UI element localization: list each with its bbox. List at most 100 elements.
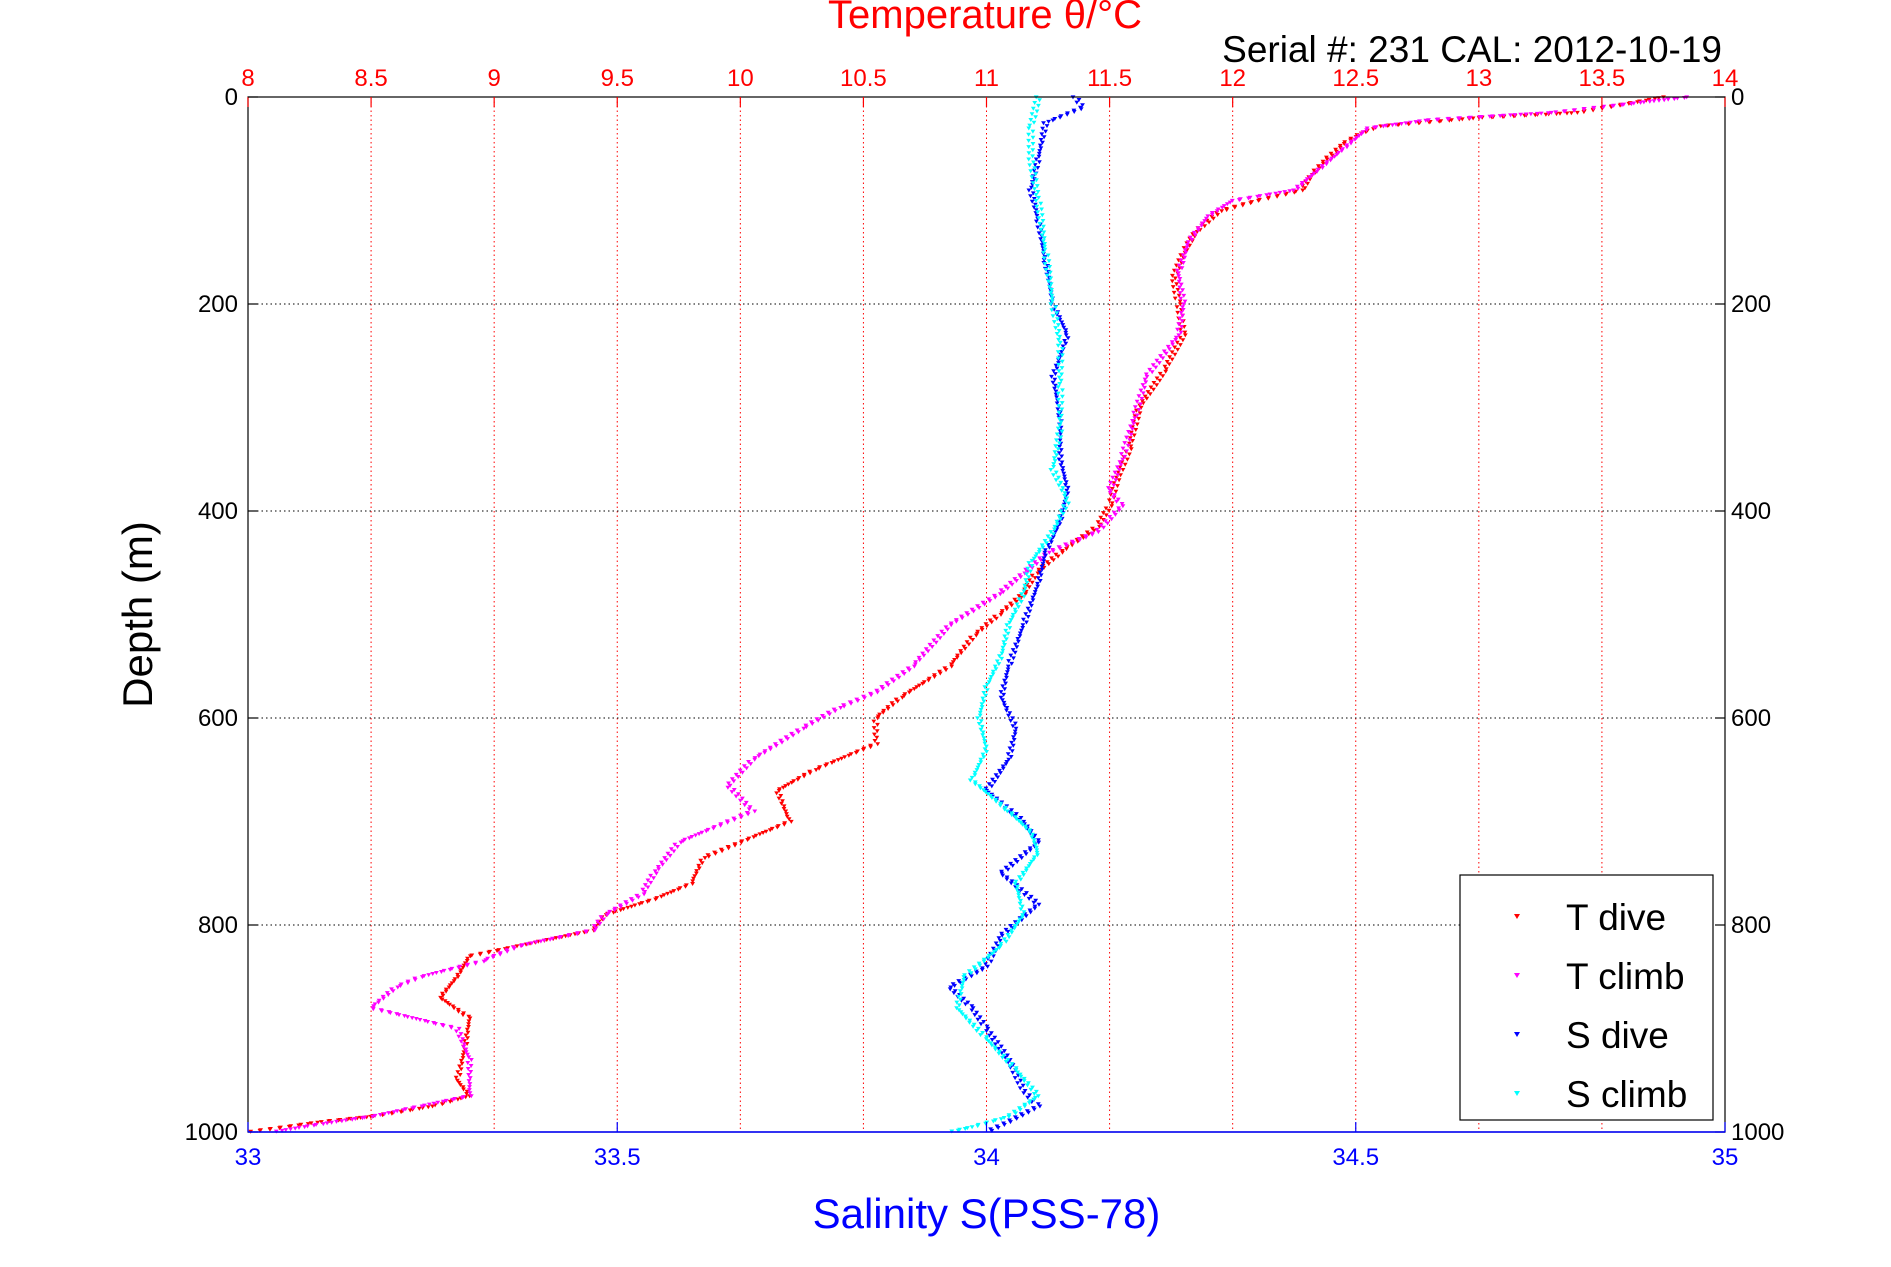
- data-point: [468, 1070, 474, 1074]
- data-point: [466, 1019, 472, 1024]
- data-point: [1005, 1053, 1010, 1058]
- data-point: [1132, 416, 1138, 421]
- data-point: [1064, 488, 1070, 493]
- data-point: [1501, 113, 1507, 118]
- data-point: [1017, 634, 1023, 639]
- data-point: [1303, 179, 1309, 184]
- data-point: [1027, 830, 1032, 835]
- data-point: [982, 747, 988, 752]
- data-point: [652, 869, 658, 874]
- data-point: [732, 818, 737, 822]
- data-point: [1344, 145, 1350, 150]
- data-point: [1160, 374, 1166, 379]
- data-point: [1034, 109, 1040, 114]
- data-point: [841, 704, 847, 709]
- data-point: [1035, 1094, 1041, 1099]
- data-point: [1176, 271, 1181, 276]
- data-point: [950, 660, 956, 665]
- data-point: [885, 683, 891, 688]
- data-point: [875, 690, 880, 695]
- data-point: [1130, 439, 1135, 443]
- data-point: [970, 1006, 976, 1011]
- data-point: [816, 766, 822, 771]
- data-point: [1000, 873, 1006, 878]
- data-point: [978, 719, 984, 724]
- data-point: [925, 649, 931, 654]
- data-point: [1118, 462, 1124, 467]
- data-point: [1036, 151, 1042, 156]
- data-point: [459, 1061, 465, 1066]
- data-point: [1000, 645, 1006, 650]
- data-point: [1016, 605, 1021, 610]
- data-point: [1164, 360, 1170, 364]
- data-point: [1177, 291, 1183, 296]
- data-point: [1174, 282, 1179, 287]
- data-point: [1052, 450, 1058, 455]
- data-point: [998, 690, 1004, 695]
- data-point: [1055, 343, 1061, 348]
- data-point: [458, 1083, 463, 1088]
- data-point: [780, 785, 786, 790]
- data-point: [1012, 607, 1018, 612]
- data-point: [1020, 913, 1025, 918]
- data-point: [979, 705, 985, 710]
- data-point: [466, 1022, 471, 1027]
- data-point: [1103, 513, 1109, 518]
- data-point: [1034, 214, 1040, 218]
- data-point: [329, 1120, 334, 1125]
- data-point: [1023, 826, 1029, 831]
- data-point: [396, 1013, 402, 1018]
- data-point: [1033, 193, 1039, 197]
- data-point: [1172, 296, 1178, 301]
- data-point: [1050, 380, 1056, 385]
- data-point: [786, 782, 791, 787]
- data-point: [1041, 121, 1046, 126]
- data-point: [1122, 454, 1128, 459]
- data-point: [696, 832, 702, 837]
- data-point: [464, 959, 470, 963]
- data-point: [460, 1053, 466, 1058]
- data-point: [1057, 334, 1063, 339]
- data-point: [565, 934, 571, 939]
- data-point: [731, 788, 737, 792]
- data-point: [994, 616, 999, 621]
- data-point: [1110, 475, 1116, 480]
- data-point: [642, 890, 648, 894]
- data-point: [993, 1118, 998, 1123]
- data-point: [848, 701, 854, 706]
- data-point: [1371, 125, 1377, 130]
- data-point: [1062, 477, 1068, 482]
- data-point: [1045, 534, 1051, 539]
- data-point: [1031, 168, 1037, 173]
- data-point: [1036, 840, 1042, 845]
- data-point: [1009, 661, 1015, 666]
- data-point: [1048, 530, 1054, 535]
- data-point: [941, 632, 947, 636]
- data-point: [974, 768, 980, 773]
- data-point: [665, 891, 670, 896]
- data-point: [984, 1029, 989, 1034]
- data-point: [982, 685, 988, 690]
- data-point: [1051, 320, 1057, 325]
- data-point: [990, 946, 996, 951]
- data-point: [1020, 822, 1025, 827]
- data-point: [735, 775, 741, 779]
- data-point: [1060, 347, 1065, 351]
- data-point: [494, 949, 500, 953]
- data-point: [463, 1033, 469, 1038]
- data-point: [1030, 106, 1036, 111]
- data-point: [880, 710, 886, 715]
- data-point: [1039, 233, 1045, 238]
- data-point: [1010, 863, 1016, 868]
- top-axis-tick-label: 9: [487, 65, 500, 92]
- data-point: [1328, 158, 1333, 163]
- data-point: [1264, 193, 1270, 198]
- data-point: [1039, 564, 1045, 569]
- data-point: [1178, 343, 1183, 348]
- data-point: [1007, 746, 1013, 751]
- data-point: [971, 609, 976, 614]
- data-point: [1063, 499, 1068, 504]
- data-point: [706, 854, 712, 859]
- data-point: [853, 750, 859, 755]
- data-point: [447, 1099, 453, 1104]
